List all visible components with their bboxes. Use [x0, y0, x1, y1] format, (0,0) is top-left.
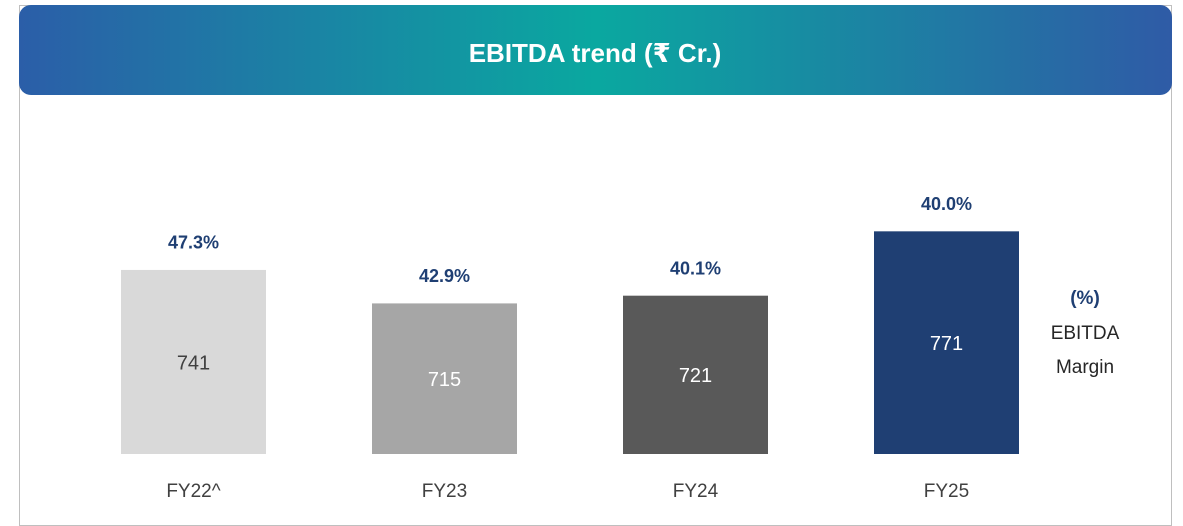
- bar-value-label: 715: [428, 369, 461, 391]
- margin-label: 40.1%: [670, 258, 721, 278]
- bar-value-label: 721: [679, 365, 712, 387]
- margin-label: 42.9%: [419, 266, 470, 286]
- chart-title: EBITDA trend (₹ Cr.): [469, 38, 722, 68]
- margin-label: 47.3%: [168, 233, 219, 253]
- bar: [372, 303, 517, 454]
- bar: [121, 269, 266, 454]
- bar: [874, 231, 1019, 454]
- legend-text: EBITDA: [1051, 323, 1120, 344]
- legend-text: Margin: [1056, 357, 1114, 378]
- x-tick-label: FY22^: [166, 481, 220, 502]
- margin-label: 40.0%: [921, 194, 972, 214]
- x-tick-label: FY24: [673, 481, 719, 502]
- x-tick-label: FY25: [924, 481, 969, 502]
- bar-value-label: 771: [930, 333, 963, 355]
- legend-symbol: (%): [1070, 288, 1100, 309]
- bar-value-label: 741: [177, 352, 210, 374]
- bar: [623, 295, 768, 454]
- header-banner: [19, 5, 1172, 95]
- x-tick-label: FY23: [422, 481, 467, 502]
